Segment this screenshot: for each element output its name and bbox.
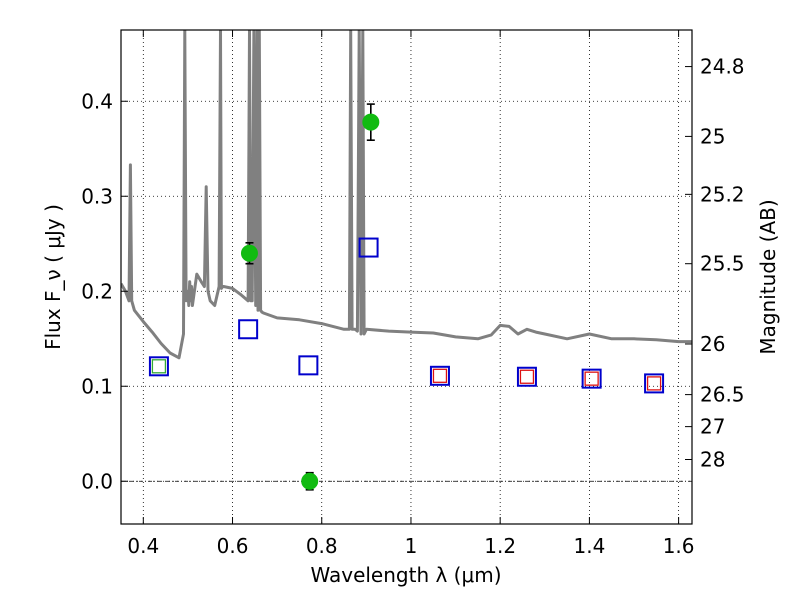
y-tick-label: 0.0	[81, 469, 113, 493]
model-point-square	[358, 237, 379, 258]
y-tick-label: 0.2	[81, 279, 113, 303]
inner-marker-square	[646, 376, 662, 391]
x-tick-label: 0.8	[306, 534, 338, 558]
magnitude-tick-label: 24.8	[700, 55, 745, 79]
y-tick-label: 0.3	[81, 184, 113, 208]
observed-point	[301, 472, 319, 490]
spectrum-line	[121, 30, 692, 360]
plot-background	[121, 30, 692, 524]
x-tick-label: 0.4	[127, 534, 159, 558]
right-y-axis-label: Magnitude (AB)	[756, 199, 780, 354]
magnitude-tick-label: 26	[700, 332, 725, 356]
x-tick-label: 1.6	[663, 534, 695, 558]
magnitude-tick-label: 25.2	[700, 182, 745, 206]
model-point-square	[644, 373, 665, 394]
x-axis-ticks: 0.4 0.6 0.8 1 1.2 1.4 1.6	[127, 30, 695, 558]
model-point-square	[238, 319, 259, 340]
x-tick-label: 1.2	[484, 534, 516, 558]
x-tick-label: 0.6	[217, 534, 249, 558]
x-tick-label: 1.4	[573, 534, 605, 558]
model-point-square	[581, 368, 602, 389]
plot-frame	[120, 29, 693, 525]
inner-marker-square	[151, 359, 167, 374]
y-tick-label: 0.4	[81, 89, 113, 113]
observed-point	[362, 113, 380, 131]
magnitude-axis-ticks: 24.8 25 25.2 25.5 26 26.5 27 28	[685, 55, 745, 471]
magnitude-tick-label: 26.5	[700, 383, 745, 407]
y-axis-label: Flux F_ν ( μJy )	[41, 204, 65, 350]
observed-point	[240, 244, 258, 262]
inner-marker-square	[519, 369, 535, 384]
inner-marker-square	[584, 371, 599, 386]
magnitude-tick-label: 27	[700, 415, 725, 439]
magnitude-tick-label: 25.5	[700, 252, 745, 276]
y-tick-label: 0.1	[81, 374, 113, 398]
model-point-square	[429, 365, 450, 386]
magnitude-tick-label: 25	[700, 124, 725, 148]
data-points-layer	[148, 103, 665, 491]
model-point-square	[298, 355, 319, 376]
model-point-square	[516, 366, 537, 387]
spectrum-layer	[121, 30, 692, 360]
x-axis-label: Wavelength λ (μm)	[310, 563, 501, 587]
magnitude-tick-label: 28	[700, 447, 725, 471]
model-point-square	[148, 356, 169, 377]
x-tick-label: 1	[405, 534, 418, 558]
inner-marker-square	[432, 368, 448, 383]
y-axis-ticks: 0.0 0.1 0.2 0.3 0.4	[81, 89, 128, 493]
